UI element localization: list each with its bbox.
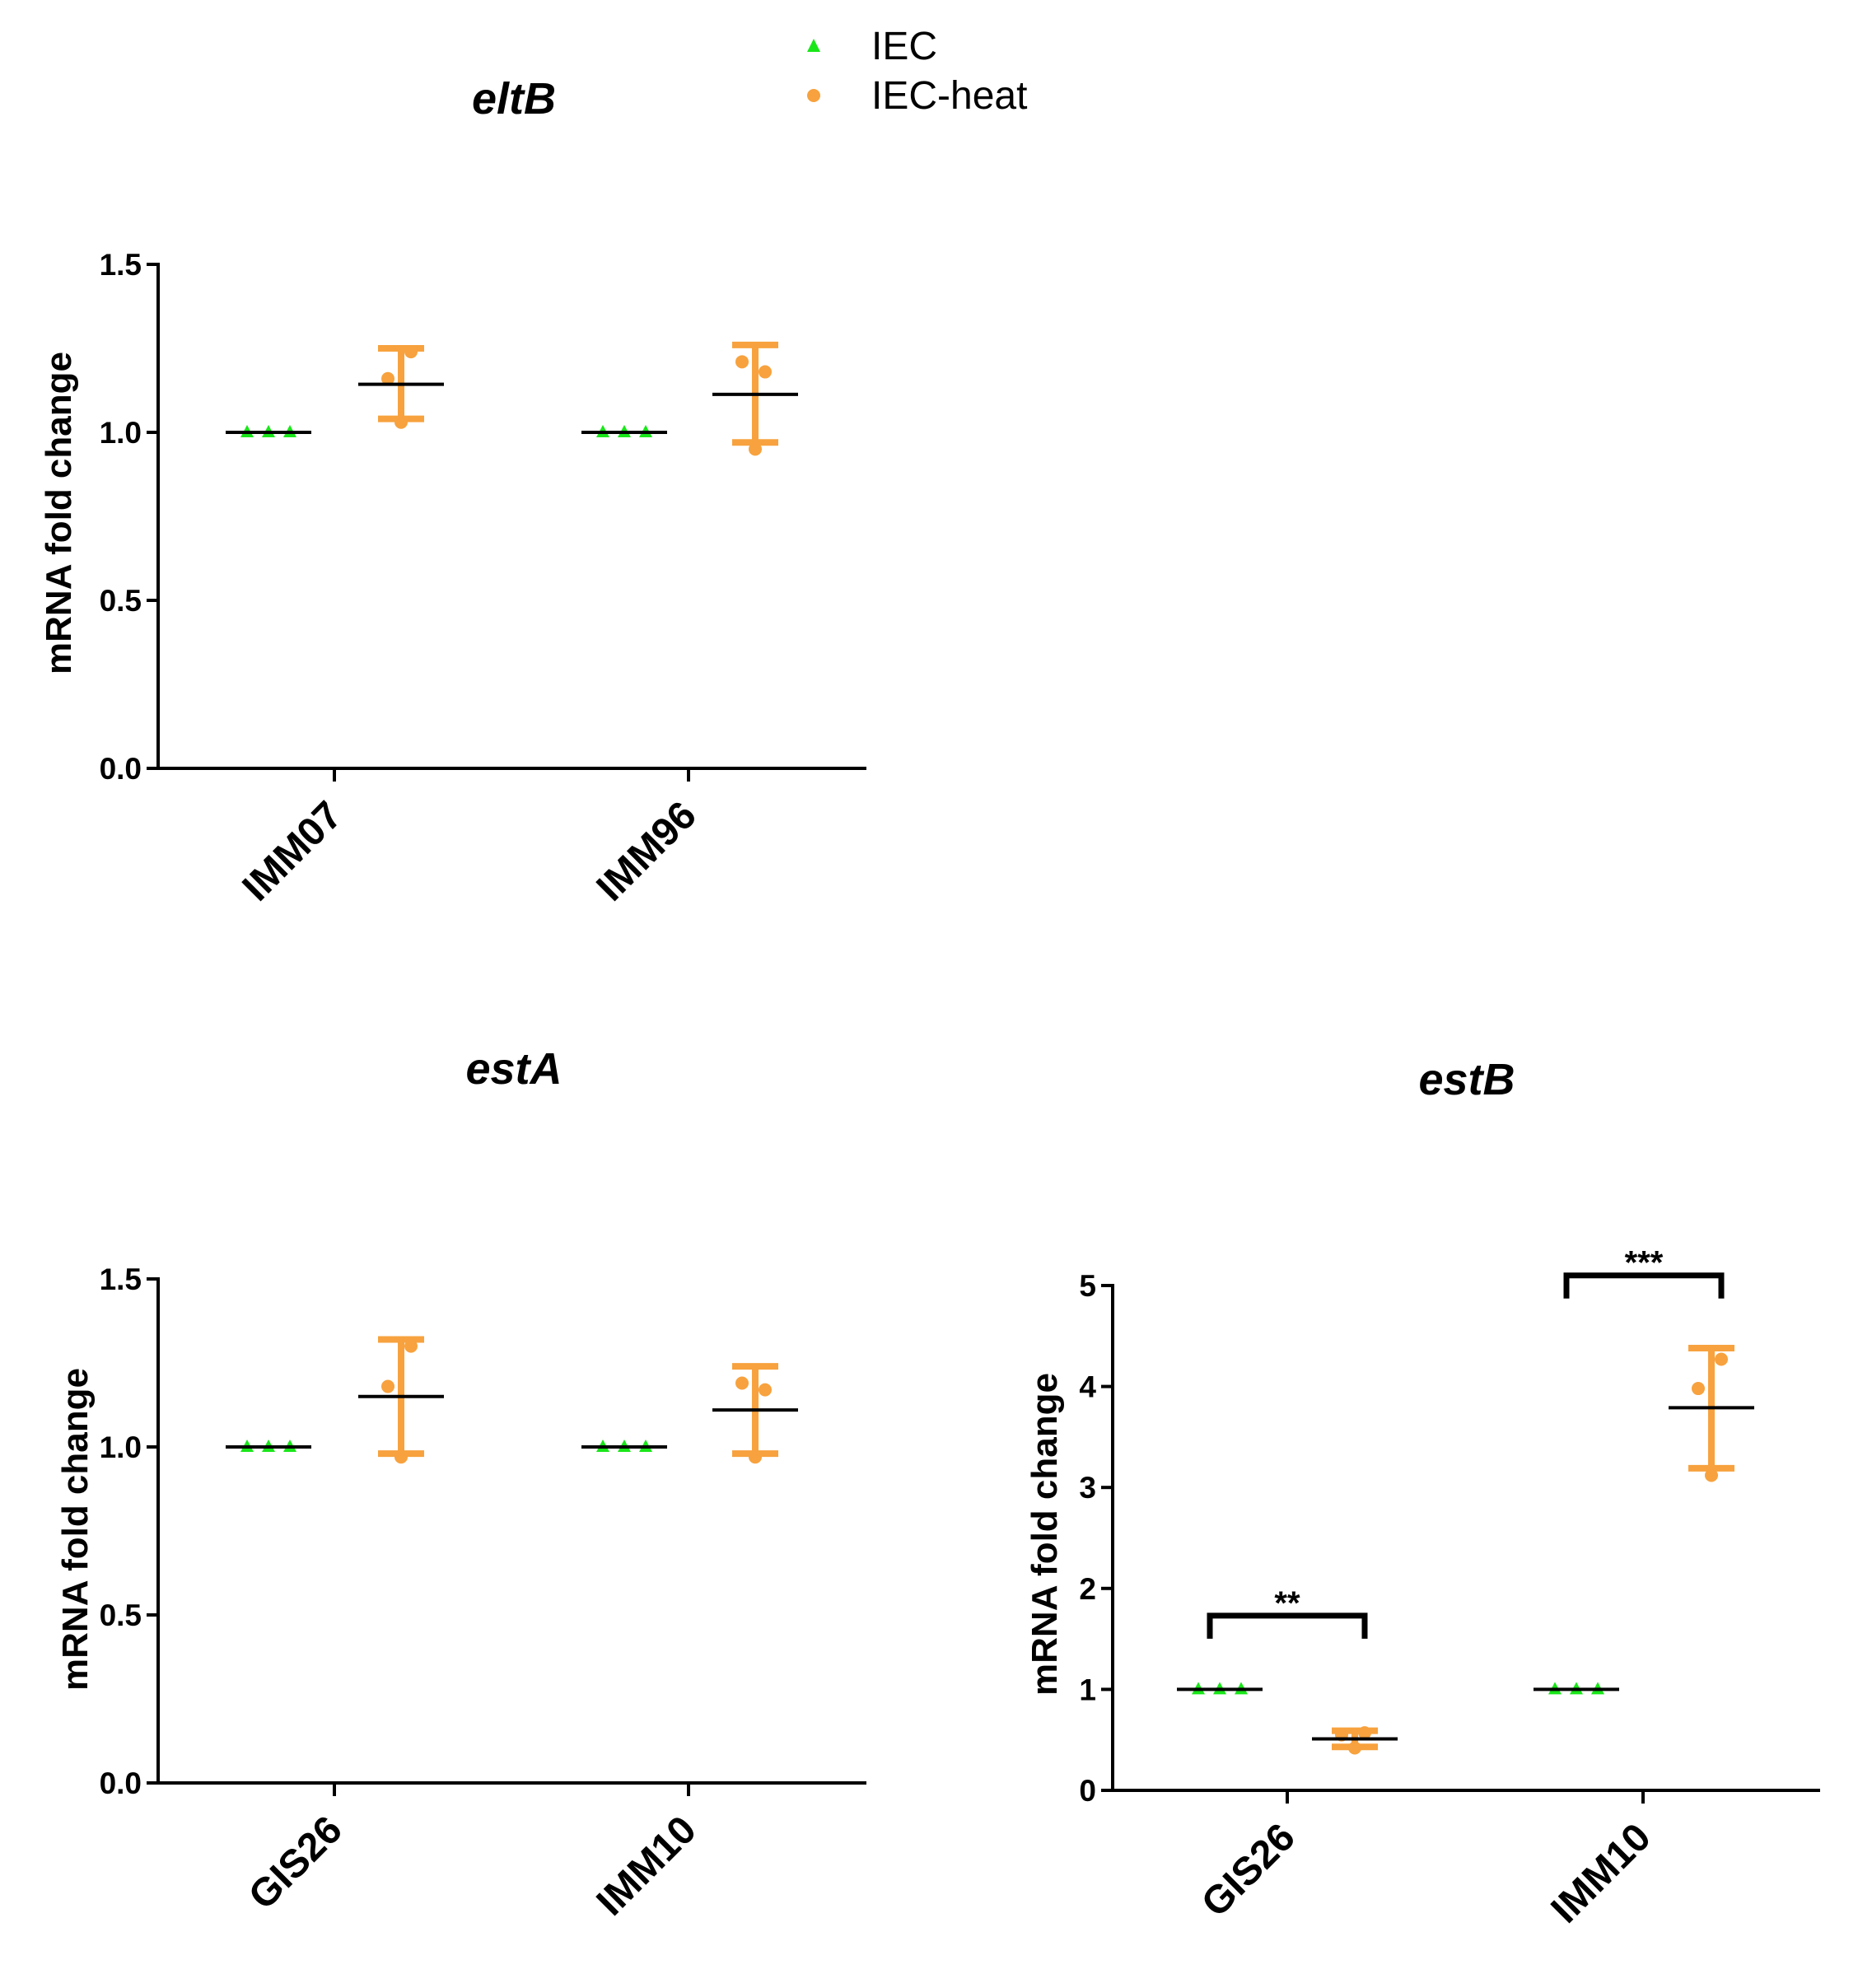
significance-label: *** bbox=[1625, 1245, 1664, 1281]
data-point bbox=[1692, 1382, 1705, 1396]
x-tick-label: GIS26 bbox=[1193, 1815, 1304, 1925]
group-iec bbox=[581, 425, 667, 437]
y-tick-label: 0.0 bbox=[100, 1766, 142, 1800]
bracket-line bbox=[1563, 1272, 1725, 1299]
data-point bbox=[1705, 1468, 1718, 1482]
group-iec bbox=[226, 1440, 311, 1452]
data-point bbox=[404, 1339, 418, 1353]
data-point bbox=[735, 1376, 749, 1390]
chart-title: estA bbox=[465, 1044, 562, 1094]
y-tick-label: 2 bbox=[1079, 1572, 1096, 1606]
bracket-line bbox=[1207, 1612, 1368, 1639]
group-iec bbox=[226, 425, 311, 437]
y-tick-label: 1.5 bbox=[100, 1262, 142, 1296]
group-iec-heat bbox=[1312, 1726, 1398, 1755]
legend-label: IEC bbox=[871, 25, 937, 68]
x-tick-label: IMM07 bbox=[235, 793, 351, 909]
data-point bbox=[381, 1379, 394, 1393]
significance-bracket: ** bbox=[1207, 1585, 1368, 1639]
data-point bbox=[1348, 1741, 1361, 1755]
x-tick-label: IMM96 bbox=[589, 793, 705, 909]
y-tick-label: 1.0 bbox=[100, 416, 142, 450]
data-point bbox=[381, 371, 394, 385]
group-iec bbox=[1534, 1682, 1619, 1695]
legend: IEC IEC-heat bbox=[807, 25, 1027, 118]
chart-title: eltB bbox=[472, 74, 556, 124]
group-iec-heat bbox=[358, 1336, 444, 1464]
y-tick-label: 1.5 bbox=[100, 248, 142, 282]
group-iec-heat bbox=[712, 1363, 798, 1464]
data-point bbox=[1358, 1726, 1371, 1740]
y-tick-label: 5 bbox=[1079, 1269, 1096, 1303]
y-axis-label: mRNA fold change bbox=[55, 1368, 96, 1691]
significance-bracket: *** bbox=[1563, 1245, 1725, 1299]
y-tick-label: 0.5 bbox=[100, 1598, 142, 1632]
data-point bbox=[749, 1450, 762, 1464]
y-tick-label: 1 bbox=[1079, 1673, 1096, 1706]
data-point bbox=[735, 355, 749, 369]
chart-estA: estA mRNA fold change 0.0 0.5 1.0 1.5 GIS26 IMM… bbox=[55, 1044, 866, 1925]
legend-label: IEC-heat bbox=[871, 74, 1027, 118]
chart-title: estB bbox=[1418, 1055, 1515, 1104]
data-point bbox=[404, 345, 418, 359]
chart-eltB: eltB mRNA fold change 0.0 0.5 1.0 1.5 IMM07 IMM… bbox=[39, 74, 866, 910]
data-point bbox=[1715, 1352, 1728, 1366]
group-iec-heat bbox=[1669, 1345, 1754, 1482]
y-axis-label: mRNA fold change bbox=[39, 352, 79, 674]
y-tick-label: 1.0 bbox=[100, 1430, 142, 1464]
y-axis-label: mRNA fold change bbox=[1025, 1373, 1065, 1696]
significance-label: ** bbox=[1274, 1585, 1300, 1622]
group-iec-heat bbox=[712, 341, 798, 456]
legend-marker-triangle bbox=[807, 39, 820, 52]
data-point bbox=[759, 365, 772, 379]
group-iec bbox=[1177, 1682, 1263, 1695]
data-point bbox=[759, 1383, 772, 1397]
data-point bbox=[394, 415, 408, 429]
y-tick-label: 0 bbox=[1079, 1774, 1096, 1808]
y-tick-label: 4 bbox=[1079, 1370, 1096, 1404]
x-tick-label: IMM10 bbox=[589, 1808, 705, 1924]
data-point bbox=[394, 1450, 408, 1464]
legend-marker-circle bbox=[807, 89, 820, 102]
y-tick-label: 0.0 bbox=[100, 752, 142, 786]
x-tick-label: GIS26 bbox=[240, 1808, 351, 1918]
group-iec bbox=[581, 1440, 667, 1452]
data-point bbox=[749, 442, 762, 456]
y-tick-label: 0.5 bbox=[100, 584, 142, 618]
y-tick-label: 3 bbox=[1079, 1471, 1096, 1505]
x-tick-label: IMM10 bbox=[1543, 1815, 1660, 1931]
group-iec-heat bbox=[358, 345, 444, 429]
